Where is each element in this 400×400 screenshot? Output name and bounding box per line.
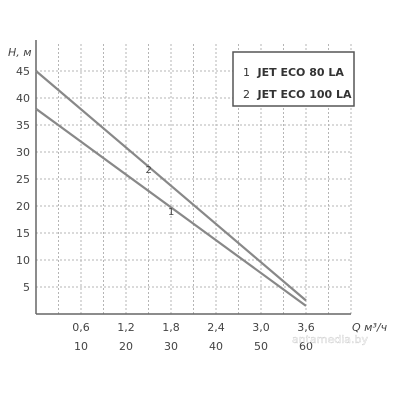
y-tick-label-40: 40: [16, 92, 30, 105]
legend-entry-1: 1 JET ECO 80 LA: [243, 66, 344, 79]
x-tick-label-4: 3,0: [252, 321, 270, 334]
y-tick-label-25: 25: [16, 173, 30, 186]
x-tick-label-2: 1,8: [162, 321, 180, 334]
y-tick-label-30: 30: [16, 146, 30, 159]
axes: [35, 40, 351, 315]
x-axis-label: Q м³/ч: [352, 321, 388, 334]
x-secondary-tick-label-1: 20: [119, 340, 133, 353]
series-label-1: 1: [168, 207, 174, 218]
x-secondary-tick-label-5: 60: [299, 340, 313, 353]
x-tick-label-5: 3,6: [297, 321, 315, 334]
series-lines: 12: [35, 70, 307, 307]
y-axis-label: H, м: [8, 46, 32, 59]
y-tick-labels: 5 10 15 20 25 30 35 40 45: [16, 65, 30, 294]
y-tick-label-15: 15: [16, 227, 30, 240]
series-label-2: 2: [146, 165, 152, 176]
y-tick-label-20: 20: [16, 200, 30, 213]
x-tick-labels: 0,6 10 1,2 20 1,8 30 2,4 40 3,0 50 3,6 60: [72, 321, 315, 353]
series-line-1: [35, 107, 307, 307]
x-secondary-tick-label-4: 50: [254, 340, 268, 353]
y-tick-label-35: 35: [16, 119, 30, 132]
series-line-2: [35, 70, 307, 302]
y-tick-label-45: 45: [16, 65, 30, 78]
legend: 1 JET ECO 80 LA 2 JET ECO 100 LA: [232, 51, 355, 107]
x-tick-label-3: 2,4: [207, 321, 225, 334]
legend-box: [232, 51, 355, 107]
x-secondary-tick-label-3: 40: [209, 340, 223, 353]
legend-entry-2: 2 JET ECO 100 LA: [243, 88, 352, 101]
y-tick-label-10: 10: [16, 254, 30, 267]
watermark-text: antamedia.by: [292, 333, 369, 346]
x-tick-label-1: 1,2: [117, 321, 135, 334]
x-secondary-tick-label-2: 30: [164, 340, 178, 353]
x-tick-label-0: 0,6: [72, 321, 90, 334]
x-secondary-tick-label-0: 10: [74, 340, 88, 353]
y-tick-label-5: 5: [23, 281, 30, 294]
